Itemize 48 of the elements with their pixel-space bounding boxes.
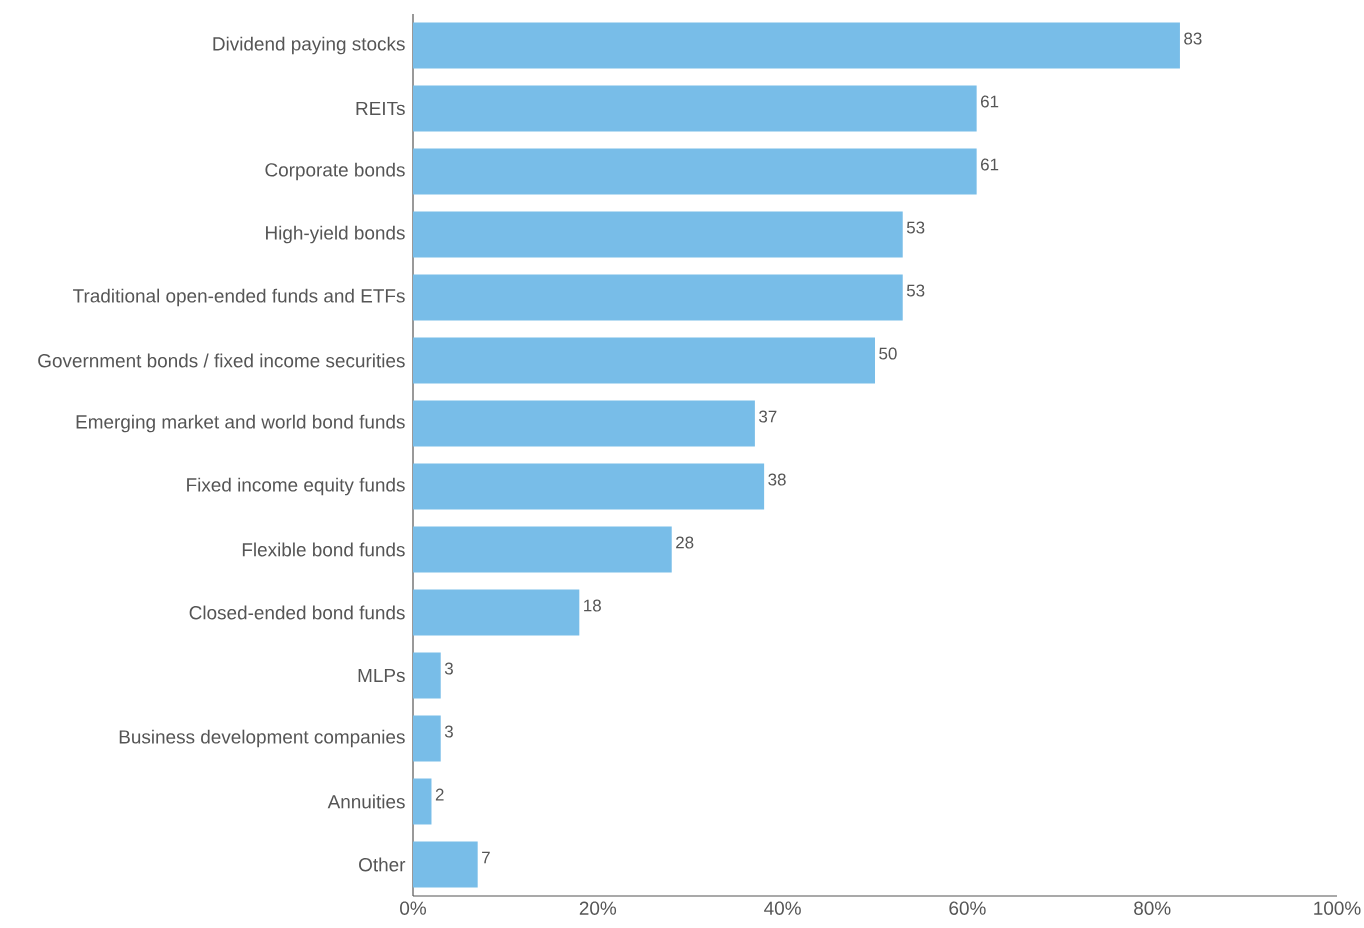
y-tick-label: Dividend paying stocks xyxy=(213,36,405,55)
data-label: 61 xyxy=(981,95,999,108)
y-tick-label: Emerging market and world bond funds xyxy=(76,414,405,433)
data-label: 3 xyxy=(444,725,453,738)
x-tick-label: 60% xyxy=(949,901,986,915)
x-tick-label: 20% xyxy=(579,901,617,915)
data-label: 50 xyxy=(879,347,897,360)
data-label: 38 xyxy=(768,473,786,486)
y-tick-label: Business development companies xyxy=(119,729,405,748)
y-tick-label: Corporate bonds xyxy=(265,162,405,181)
bar xyxy=(413,400,755,447)
bar xyxy=(413,526,672,573)
bar xyxy=(413,778,432,825)
bar xyxy=(413,715,441,762)
y-tick-label: Fixed income equity funds xyxy=(187,477,405,496)
data-label: 53 xyxy=(906,284,925,297)
bar xyxy=(413,148,977,195)
y-tick-label: High-yield bonds xyxy=(266,225,405,244)
y-tick-label: Traditional open-ended funds and ETFs xyxy=(73,288,405,307)
data-label: 2 xyxy=(435,788,444,801)
y-tick-label: MLPs xyxy=(358,668,405,683)
bar xyxy=(413,274,903,321)
x-tick-label: 40% xyxy=(764,901,801,915)
bar xyxy=(413,652,441,699)
y-tick-label: Other xyxy=(359,857,406,872)
bar xyxy=(413,211,903,258)
bar xyxy=(413,841,478,888)
data-label: 37 xyxy=(759,410,777,423)
data-label: 61 xyxy=(981,158,999,171)
bar xyxy=(413,22,1180,69)
y-tick-label: Government bonds / fixed income securities xyxy=(38,353,405,368)
data-label: 7 xyxy=(482,851,490,864)
y-tick-label: Annuities xyxy=(327,794,405,809)
bar xyxy=(413,85,977,132)
data-label: 18 xyxy=(584,599,601,612)
data-label: 28 xyxy=(676,536,694,549)
bar xyxy=(413,463,765,510)
x-tick-label: 100% xyxy=(1314,901,1361,915)
bar xyxy=(413,589,580,636)
data-label: 3 xyxy=(444,662,453,675)
x-tick-label: 0% xyxy=(400,901,426,915)
y-tick-label: Flexible bond funds xyxy=(242,542,405,557)
data-label: 83 xyxy=(1184,32,1202,45)
x-tick-label: 80% xyxy=(1134,901,1171,915)
bar xyxy=(413,337,875,384)
y-tick-label: Closed-ended bond funds xyxy=(189,605,405,620)
data-label: 53 xyxy=(906,221,925,234)
y-tick-label: REITs xyxy=(356,101,405,116)
